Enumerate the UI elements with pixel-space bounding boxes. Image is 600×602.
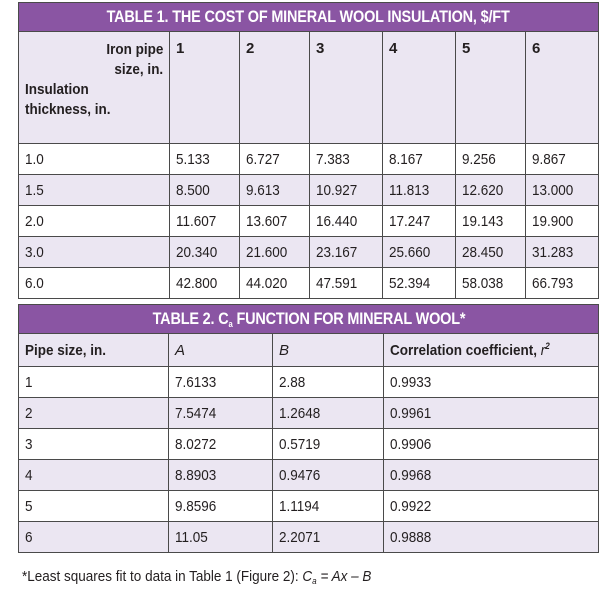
table-row: 4 8.8903 0.9476 0.9968 — [18, 459, 600, 491]
pipe-size-cell: 6 — [18, 521, 169, 553]
a-cell: 11.05 — [168, 521, 273, 553]
cost-cell: 16.440 — [309, 205, 383, 237]
table-row: 1 7.6133 2.88 0.9933 — [18, 366, 600, 398]
cost-cell: 10.927 — [309, 174, 383, 206]
a-cell: 7.6133 — [168, 366, 273, 398]
cost-cell: 13.607 — [239, 205, 310, 237]
pipe-size-header: 3 — [309, 31, 383, 144]
cost-cell: 42.800 — [169, 267, 240, 299]
table-row: 2.0 11.607 13.607 16.440 17.247 19.143 1… — [18, 205, 600, 237]
cost-cell: 9.256 — [455, 143, 526, 175]
pipe-size-cell: 2 — [18, 397, 169, 429]
table-row: 3.0 20.340 21.600 23.167 25.660 28.450 3… — [18, 236, 600, 268]
cost-cell: 13.000 — [524, 174, 600, 206]
cost-cell: 7.383 — [309, 143, 383, 175]
cost-cell: 23.167 — [309, 236, 383, 268]
cost-cell: 58.038 — [455, 267, 526, 299]
pipe-size-axis-label: Iron pipe — [105, 41, 163, 58]
cost-cell: 8.167 — [382, 143, 456, 175]
cost-cell: 52.394 — [382, 267, 456, 299]
a-column-header: A — [168, 333, 273, 367]
r2-cell: 0.9922 — [382, 490, 600, 522]
cost-cell: 17.247 — [382, 205, 456, 237]
cost-cell: 12.620 — [455, 174, 526, 206]
table-1-title: TABLE 1. THE COST OF MINERAL WOOL INSULA… — [17, 2, 600, 32]
b-cell: 2.2071 — [272, 521, 384, 553]
thickness-cell: 1.0 — [18, 143, 170, 175]
cost-cell: 19.900 — [524, 205, 600, 237]
r2-cell: 0.9888 — [382, 521, 600, 553]
table-1-corner-header: Iron pipe size, in. Insulation thickness… — [18, 31, 170, 144]
footnote: *Least squares fit to data in Table 1 (F… — [22, 568, 372, 586]
pipe-size-header: 1 — [169, 31, 240, 144]
pipe-size-cell: 3 — [18, 428, 169, 460]
table-row: 2 7.5474 1.2648 0.9961 — [18, 397, 600, 429]
cost-cell: 28.450 — [455, 236, 526, 268]
table-2-ca-function: TABLE 2. Ca FUNCTION FOR MINERAL WOOL* P… — [17, 304, 600, 553]
pipe-size-header: 6 — [524, 31, 600, 144]
cost-cell: 21.600 — [239, 236, 310, 268]
b-cell: 2.88 — [272, 366, 384, 398]
pipe-size-column-header: Pipe size, in. — [18, 333, 169, 367]
thickness-axis-label-2: thickness, in. — [25, 101, 111, 118]
cost-cell: 25.660 — [382, 236, 456, 268]
pipe-size-header: 4 — [382, 31, 456, 144]
table-row: 1.5 8.500 9.613 10.927 11.813 12.620 13.… — [18, 174, 600, 206]
pipe-size-cell: 4 — [18, 459, 169, 491]
pipe-size-cell: 1 — [18, 366, 169, 398]
cost-cell: 5.133 — [169, 143, 240, 175]
a-cell: 7.5474 — [168, 397, 273, 429]
correlation-column-header: Correlation coefficient, r2 — [382, 333, 600, 367]
cost-cell: 47.591 — [309, 267, 383, 299]
thickness-cell: 2.0 — [18, 205, 170, 237]
table-row: 1.0 5.133 6.727 7.383 8.167 9.256 9.867 — [18, 143, 600, 175]
pipe-size-axis-label-2: size, in. — [114, 61, 163, 78]
pipe-size-header: 5 — [455, 31, 526, 144]
r2-cell: 0.9968 — [382, 459, 600, 491]
b-cell: 1.2648 — [272, 397, 384, 429]
table-row: 5 9.8596 1.1194 0.9922 — [18, 490, 600, 522]
table-row: 3 8.0272 0.5719 0.9906 — [18, 428, 600, 460]
cost-cell: 11.813 — [382, 174, 456, 206]
b-cell: 1.1194 — [272, 490, 384, 522]
a-cell: 9.8596 — [168, 490, 273, 522]
table-2-title: TABLE 2. Ca FUNCTION FOR MINERAL WOOL* — [17, 304, 600, 334]
b-column-header: B — [272, 333, 384, 367]
cost-cell: 19.143 — [455, 205, 526, 237]
b-cell: 0.5719 — [272, 428, 384, 460]
table-row: 6.0 42.800 44.020 47.591 52.394 58.038 6… — [18, 267, 600, 299]
thickness-axis-label: Insulation — [25, 81, 89, 98]
cost-cell: 9.867 — [524, 143, 600, 175]
a-cell: 8.0272 — [168, 428, 273, 460]
pipe-size-cell: 5 — [18, 490, 169, 522]
cost-cell: 8.500 — [169, 174, 240, 206]
cost-cell: 11.607 — [169, 205, 240, 237]
thickness-cell: 3.0 — [18, 236, 170, 268]
cost-cell: 66.793 — [524, 267, 600, 299]
r2-cell: 0.9906 — [382, 428, 600, 460]
pipe-size-header: 2 — [239, 31, 310, 144]
cost-cell: 44.020 — [239, 267, 310, 299]
r2-cell: 0.9933 — [382, 366, 600, 398]
cost-cell: 9.613 — [239, 174, 310, 206]
cost-cell: 20.340 — [169, 236, 240, 268]
thickness-cell: 6.0 — [18, 267, 170, 299]
r2-cell: 0.9961 — [382, 397, 600, 429]
cost-cell: 6.727 — [239, 143, 310, 175]
cost-cell: 31.283 — [524, 236, 600, 268]
table-1-insulation-cost: TABLE 1. THE COST OF MINERAL WOOL INSULA… — [17, 2, 600, 299]
table-row: 6 11.05 2.2071 0.9888 — [18, 521, 600, 553]
thickness-cell: 1.5 — [18, 174, 170, 206]
b-cell: 0.9476 — [272, 459, 384, 491]
a-cell: 8.8903 — [168, 459, 273, 491]
